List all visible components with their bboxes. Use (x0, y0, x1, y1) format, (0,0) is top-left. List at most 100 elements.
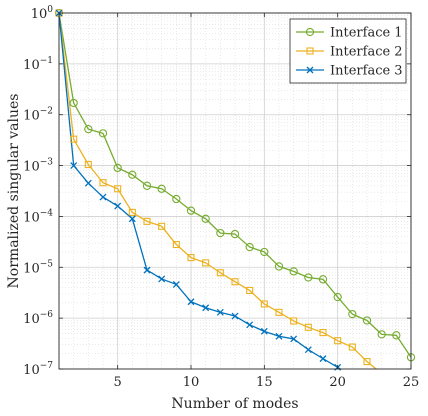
data-point (99, 179, 107, 187)
data-point (172, 280, 180, 288)
y-tick-label: 10−5 (23, 259, 53, 276)
data-point (334, 337, 342, 345)
data-point (128, 170, 137, 179)
marker-stroke (172, 280, 180, 288)
axes-layer (58, 12, 412, 370)
data-point (260, 327, 268, 335)
data-point (216, 269, 224, 277)
data-point (202, 259, 210, 267)
series-line-2 (59, 13, 378, 369)
marker-stroke (84, 179, 92, 187)
marker-stroke (158, 275, 166, 283)
y-axis-label: Normalized singular values (6, 94, 22, 289)
y-tick-label: 10−2 (23, 107, 53, 124)
marker-stroke (275, 332, 283, 340)
data-point (363, 358, 371, 366)
data-point (319, 329, 327, 337)
y-tick-label: 100 (31, 5, 54, 22)
x-tick-label: 5 (114, 375, 122, 390)
data-point (143, 217, 151, 225)
y-tick-label: 10−7 (23, 361, 53, 378)
data-point (377, 330, 386, 339)
legend-label: Interface 3 (330, 64, 403, 79)
marker-stroke (246, 321, 254, 329)
legend-label: Interface 1 (330, 26, 403, 41)
data-point (319, 355, 327, 363)
data-point (128, 215, 136, 223)
data-point (98, 129, 108, 138)
marker-stroke (319, 355, 327, 363)
data-point (157, 184, 166, 193)
data-point (275, 332, 283, 340)
data-point (70, 162, 78, 170)
legend-marker (306, 47, 314, 55)
marker-stroke (187, 298, 195, 306)
data-point (392, 331, 401, 340)
data-point (202, 304, 210, 312)
data-point (274, 262, 284, 271)
data-point (318, 275, 328, 284)
data-point (114, 185, 122, 193)
data-point (99, 193, 107, 201)
data-point (246, 286, 254, 295)
marker-stroke (260, 327, 268, 335)
data-point (348, 343, 356, 351)
data-point (84, 179, 92, 187)
data-point (362, 316, 372, 325)
data-point (348, 309, 357, 319)
marker-stroke (128, 215, 136, 223)
data-point (186, 206, 196, 215)
x-tick-label: 10 (183, 375, 200, 390)
data-point (142, 181, 152, 190)
marker-stroke (202, 304, 210, 312)
series-line-1 (59, 13, 411, 358)
marker-stroke (70, 162, 78, 170)
data-point (113, 163, 122, 173)
data-point (84, 160, 92, 169)
data-point (70, 135, 78, 143)
data-point (143, 266, 151, 274)
data-point (260, 300, 268, 308)
tick-labels: 5 10 15 20 25 10−7 10−6 10−5 10−4 10−3 10−2 10−1 100 (23, 5, 419, 390)
x-tick-label: 20 (329, 375, 346, 390)
data-point (245, 242, 254, 252)
y-tick-label: 10−4 (23, 208, 53, 225)
data-point (216, 228, 225, 238)
y-tick-label: 10−3 (23, 158, 53, 175)
y-tick-label: 10−1 (23, 56, 53, 73)
data-point (187, 254, 195, 262)
marker-stroke (216, 308, 224, 316)
data-point (230, 229, 240, 239)
data-point (172, 240, 180, 249)
data-point (333, 292, 342, 302)
data-point (246, 321, 254, 329)
data-point (69, 98, 78, 108)
marker-stroke (99, 193, 107, 201)
marker-stroke (290, 335, 298, 343)
marker-stroke (143, 266, 151, 274)
data-point (201, 214, 210, 223)
data-point (216, 308, 224, 316)
legend-marker (305, 27, 315, 37)
data-point (158, 275, 166, 283)
data-point (290, 317, 298, 325)
data-point (158, 222, 166, 230)
data-point (187, 298, 195, 306)
data-point (128, 208, 136, 216)
data-point (114, 202, 122, 210)
data-point (231, 312, 239, 320)
data-point (172, 194, 181, 204)
legend-marker (306, 66, 314, 74)
minor-grid (59, 13, 411, 369)
marker-stroke (231, 312, 239, 320)
data-point (289, 267, 298, 276)
data-point (290, 335, 298, 343)
marker-stroke (114, 202, 122, 210)
x-tick-label: 25 (403, 375, 420, 390)
marker-stroke (306, 66, 314, 74)
data-point (275, 308, 283, 316)
data-point (304, 273, 313, 282)
x-tick-label: 15 (256, 375, 273, 390)
x-axis-label: Number of modes (171, 396, 298, 412)
